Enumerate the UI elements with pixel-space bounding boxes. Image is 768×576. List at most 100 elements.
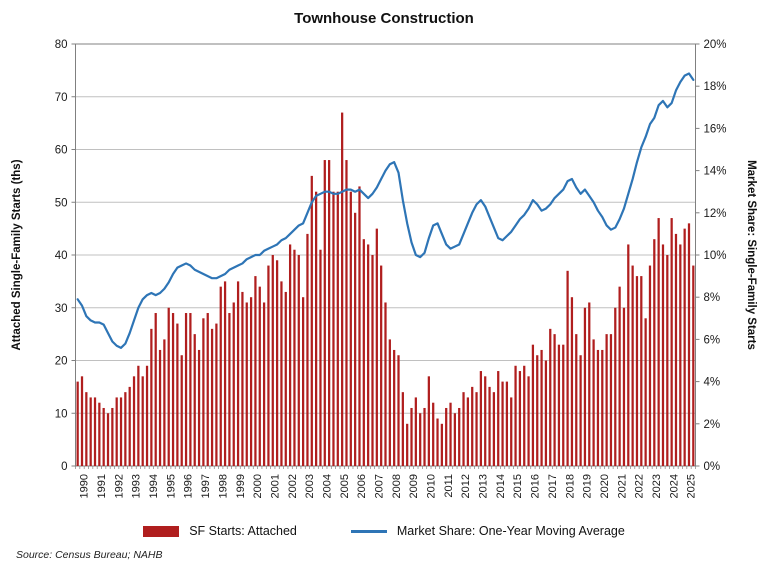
bar — [497, 371, 500, 466]
bar — [262, 302, 266, 466]
bar — [687, 223, 691, 466]
bar — [249, 297, 253, 466]
x-year-label: 1998 — [217, 474, 229, 498]
x-year-label: 1999 — [235, 474, 247, 498]
bar — [631, 265, 634, 466]
x-year-label: 2019 — [582, 474, 594, 498]
bar — [80, 376, 84, 466]
bar — [510, 397, 513, 466]
bar — [484, 376, 487, 466]
bar — [445, 407, 448, 466]
bar — [302, 297, 305, 466]
bar — [328, 160, 331, 467]
x-year-label: 2021 — [616, 474, 628, 498]
x-year-label: 2014 — [495, 474, 507, 498]
left-axis-tick-label: 40 — [55, 250, 68, 262]
right-axis-tick-label: 10% — [704, 250, 727, 262]
bar — [145, 365, 149, 466]
bar — [210, 328, 214, 466]
bar — [679, 244, 682, 466]
x-year-label: 2024 — [668, 474, 680, 498]
right-axis-tick-label: 14% — [704, 166, 727, 178]
bar — [666, 255, 669, 466]
bar — [419, 413, 422, 466]
bar — [475, 392, 478, 466]
market-share-line — [76, 72, 695, 349]
bar — [384, 302, 387, 466]
x-year-label: 2017 — [547, 474, 559, 498]
bar — [180, 355, 183, 466]
bar — [306, 233, 309, 466]
bar — [453, 413, 456, 466]
bar — [215, 323, 218, 466]
bar — [336, 191, 339, 466]
bar — [98, 402, 101, 466]
bar — [228, 313, 231, 466]
bar — [609, 334, 613, 467]
right-axis-tick-label: 4% — [704, 377, 721, 389]
x-year-label: 2020 — [599, 474, 611, 498]
bar — [549, 328, 552, 466]
bar — [76, 381, 79, 466]
bar — [141, 376, 144, 466]
left-axis-tick-label: 0 — [61, 461, 67, 473]
bar — [137, 365, 140, 466]
bar — [310, 175, 313, 467]
bar — [436, 418, 439, 466]
bar — [154, 313, 157, 466]
bar — [288, 244, 292, 466]
bar — [536, 355, 539, 466]
bar — [128, 386, 131, 467]
bar — [635, 276, 639, 466]
right-axis-tick-label: 0% — [704, 461, 721, 473]
bar — [583, 307, 587, 466]
bar — [119, 397, 123, 466]
bar — [267, 265, 270, 466]
right-axis-tick-label: 16% — [704, 123, 727, 135]
x-year-label: 1994 — [148, 474, 160, 498]
line-series-swatch — [350, 529, 387, 533]
left-axis-tick-label: 30 — [55, 303, 68, 315]
bar — [371, 255, 374, 466]
bar — [223, 281, 227, 467]
x-year-label: 2015 — [512, 474, 524, 498]
bar — [562, 344, 565, 466]
bar — [618, 286, 621, 466]
bar — [644, 318, 647, 466]
bar — [575, 334, 578, 467]
bar — [588, 302, 591, 466]
bar — [93, 397, 97, 466]
bar — [518, 371, 522, 466]
bar — [115, 397, 118, 466]
x-year-label: 2003 — [304, 474, 316, 498]
x-year-label: 2001 — [269, 474, 281, 498]
bar — [579, 355, 582, 466]
bar — [132, 376, 136, 466]
bar — [501, 381, 504, 466]
legend-spacer — [307, 531, 341, 532]
bar — [440, 423, 443, 466]
left-axis-title: Attached Single-Family Starts (ths) — [11, 159, 23, 351]
x-year-label: 2007 — [374, 474, 386, 498]
bar — [358, 186, 361, 466]
bar — [89, 397, 92, 466]
x-year-label: 1993 — [131, 474, 143, 498]
bar — [158, 349, 162, 466]
bar — [692, 265, 695, 466]
bar — [566, 270, 569, 466]
bar — [236, 281, 240, 467]
x-year-label: 2010 — [426, 474, 438, 498]
bar — [531, 344, 535, 466]
x-year-label: 1997 — [200, 474, 212, 498]
bar — [219, 286, 222, 466]
bar — [150, 328, 153, 466]
x-year-label: 2023 — [651, 474, 663, 498]
bar — [315, 191, 318, 466]
right-axis-tick-label: 2% — [704, 419, 721, 431]
bar — [661, 244, 665, 466]
source-note: Source: Census Bureau; NAHB — [16, 549, 163, 561]
bar — [523, 365, 526, 466]
bar — [622, 307, 626, 466]
bar — [406, 423, 409, 466]
